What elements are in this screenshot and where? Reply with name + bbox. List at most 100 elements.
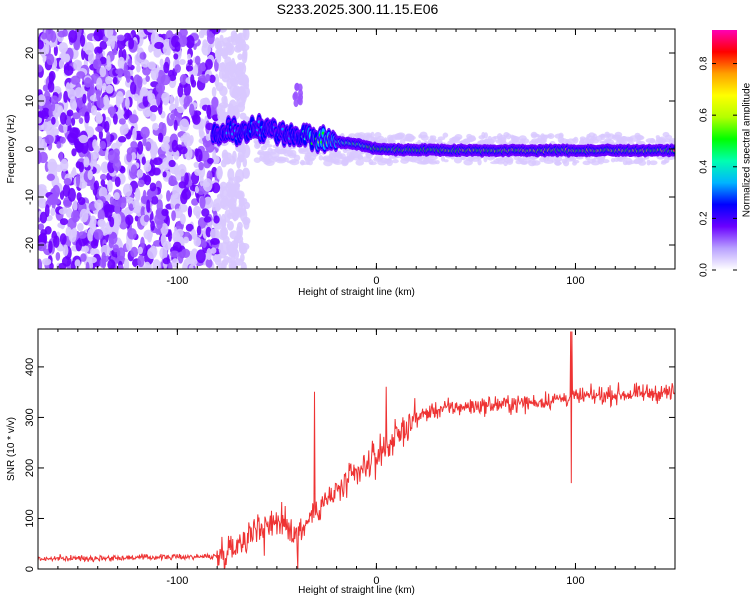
noise-cell <box>38 184 47 192</box>
haze-cell <box>443 159 449 163</box>
noise-cell <box>85 261 90 269</box>
haze-cell <box>416 161 427 165</box>
noise-cell <box>205 258 213 269</box>
noise-cell <box>130 246 139 258</box>
noise-cell <box>185 223 194 232</box>
noise-cell <box>189 253 198 267</box>
noise-cell <box>38 258 43 269</box>
noise-cell <box>195 148 203 163</box>
noise-cell <box>161 122 167 137</box>
noise-cell <box>112 158 122 172</box>
haze-cell <box>521 138 530 144</box>
noise-cell <box>203 196 214 209</box>
haze-cell <box>323 159 333 167</box>
haze-cell <box>531 160 541 166</box>
noise-cell <box>149 182 157 192</box>
noise-cell <box>101 252 107 265</box>
noise-cell <box>132 127 137 142</box>
noise-cell <box>152 167 161 176</box>
noise-cell <box>107 106 117 116</box>
haze-cell <box>503 156 514 164</box>
noise-cell <box>147 232 152 243</box>
noise-cell <box>134 215 139 222</box>
noise-cell <box>137 246 143 255</box>
noise-cell <box>38 223 45 231</box>
noise-cell <box>185 35 195 49</box>
noise-cell <box>235 41 244 52</box>
noise-cell <box>52 235 60 248</box>
noise-cell <box>48 240 53 254</box>
noise-cell <box>192 114 201 125</box>
noise-cell <box>174 64 181 73</box>
noise-cell <box>194 185 199 194</box>
colorbar-label: Normalized spectral amplitude <box>742 82 750 217</box>
noise-cell <box>233 248 240 260</box>
haze-cell <box>462 138 471 144</box>
noise-cell <box>59 136 66 144</box>
colorbar-tick-label: 0.0 <box>699 263 710 277</box>
noise-cell <box>207 157 214 165</box>
haze-cell <box>286 160 297 164</box>
haze-cell <box>579 136 586 141</box>
noise-cell <box>45 29 54 41</box>
noise-cell <box>130 141 138 149</box>
noise-cell <box>97 209 105 222</box>
noise-cell <box>153 48 162 58</box>
haze-cell <box>293 154 301 162</box>
noise-cell <box>76 71 86 79</box>
noise-cell <box>38 110 48 119</box>
noise-cell <box>144 109 153 116</box>
noise-cell <box>170 195 176 210</box>
noise-cell <box>58 208 67 215</box>
noise-cell <box>58 262 67 269</box>
noise-cell <box>157 193 163 200</box>
noise-cell <box>63 90 69 103</box>
noise-cell <box>47 80 55 93</box>
haze-cell <box>527 159 532 163</box>
noise-cell <box>38 151 48 164</box>
noise-cell <box>107 259 116 269</box>
noise-cell <box>67 88 76 100</box>
haze-cell <box>646 159 651 166</box>
noise-cell <box>211 29 221 35</box>
haze-cell <box>664 134 673 140</box>
haze-cell <box>537 138 547 144</box>
haze-cell <box>423 158 434 162</box>
noise-cell <box>173 53 179 60</box>
noise-cell <box>137 140 144 155</box>
haze-cell <box>373 137 378 142</box>
noise-cell <box>106 55 111 68</box>
noise-cell <box>130 152 137 161</box>
noise-cell <box>154 213 164 225</box>
noise-cell <box>140 126 150 139</box>
noise-cell <box>205 73 211 82</box>
haze-cell <box>386 134 394 142</box>
y-tick-label: 0 <box>24 566 36 572</box>
noise-cell <box>141 156 146 166</box>
noise-cell <box>71 210 81 223</box>
haze-cell <box>649 160 658 166</box>
noise-cell <box>119 109 125 116</box>
noise-cell <box>152 122 159 131</box>
haze-cell <box>350 149 355 155</box>
haze-cell <box>513 136 521 140</box>
noise-cell <box>199 175 204 187</box>
noise-cell <box>58 42 68 53</box>
noise-cell <box>126 152 133 163</box>
noise-cell <box>168 179 178 187</box>
noise-cell <box>185 65 194 72</box>
noise-cell <box>220 259 227 269</box>
noise-cell <box>65 226 72 237</box>
haze-cell <box>480 140 488 146</box>
noise-cell <box>38 40 44 50</box>
noise-cell <box>236 61 245 71</box>
noise-cell <box>75 161 82 169</box>
noise-cell <box>225 193 231 206</box>
haze-cell <box>394 132 404 140</box>
haze-cell <box>257 149 265 156</box>
noise-cell <box>136 75 143 86</box>
haze-cell <box>547 133 555 140</box>
noise-cell <box>48 193 59 205</box>
noise-cell <box>214 37 221 50</box>
